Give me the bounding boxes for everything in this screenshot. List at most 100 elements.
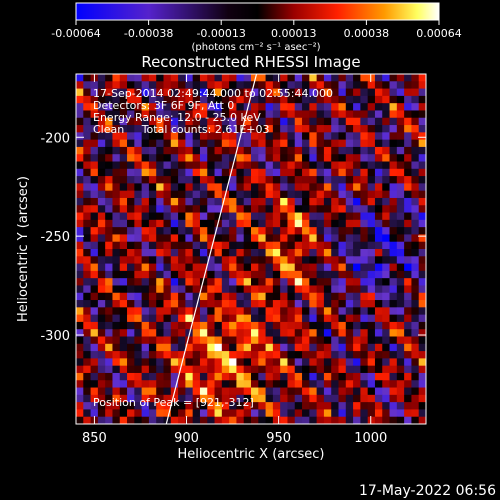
heatmap-pixel	[229, 205, 237, 213]
heatmap-pixel	[243, 409, 252, 418]
heatmap-pixel	[294, 249, 303, 257]
heatmap-pixel	[243, 168, 252, 177]
heatmap-pixel	[170, 241, 179, 250]
heatmap-pixel	[316, 387, 325, 396]
heatmap-pixel	[251, 343, 259, 352]
heatmap-pixel	[287, 285, 296, 294]
heatmap-pixel	[148, 365, 157, 374]
heatmap-pixel	[258, 321, 266, 330]
heatmap-pixel	[389, 241, 398, 250]
heatmap-pixel	[178, 394, 186, 403]
heatmap-pixel	[214, 372, 223, 381]
heatmap-pixel	[97, 336, 106, 345]
heatmap-pixel	[105, 380, 113, 388]
heatmap-pixel	[221, 380, 230, 388]
heatmap-pixel	[353, 380, 361, 388]
heatmap-pixel	[243, 74, 252, 82]
heatmap-pixel	[294, 212, 303, 221]
heatmap-pixel	[280, 197, 288, 206]
heatmap-pixel	[302, 95, 310, 104]
heatmap-pixel	[83, 154, 91, 162]
heatmap-pixel	[178, 190, 186, 199]
heatmap-pixel	[199, 329, 208, 337]
heatmap-pixel	[411, 292, 420, 301]
heatmap-pixel	[178, 365, 186, 374]
heatmap-pixel	[156, 183, 164, 192]
heatmap-pixel	[396, 285, 405, 294]
heatmap-pixel	[97, 234, 106, 243]
heatmap-pixel	[374, 168, 383, 177]
heatmap-pixel	[178, 292, 186, 301]
heatmap-pixel	[404, 154, 412, 162]
heatmap-pixel	[76, 190, 84, 199]
heatmap-pixel	[229, 372, 237, 381]
heatmap-pixel	[338, 365, 347, 374]
heatmap-pixel	[382, 81, 390, 89]
heatmap-pixel	[185, 409, 194, 418]
heatmap-pixel	[302, 81, 310, 89]
heatmap-pixel	[156, 205, 164, 213]
heatmap-pixel	[367, 176, 376, 184]
heatmap-pixel	[280, 227, 288, 235]
heatmap-pixel	[163, 285, 172, 294]
heatmap-pixel	[309, 95, 318, 104]
heatmap-pixel	[411, 183, 420, 192]
heatmap-pixel	[404, 88, 412, 97]
heatmap-pixel	[367, 278, 376, 286]
heatmap-pixel	[156, 249, 164, 257]
heatmap-pixel	[396, 351, 405, 359]
heatmap-pixel	[148, 249, 157, 257]
heatmap-pixel	[199, 263, 208, 272]
heatmap-pixel	[221, 176, 230, 184]
heatmap-pixel	[243, 336, 252, 345]
heatmap-pixel	[192, 329, 201, 337]
heatmap-pixel	[353, 314, 361, 323]
footer-date: 17-May-2022 06:56	[359, 483, 496, 499]
heatmap-pixel	[323, 88, 332, 97]
heatmap-pixel	[331, 219, 339, 228]
heatmap-pixel	[382, 300, 390, 308]
heatmap-pixel	[134, 394, 143, 403]
heatmap-pixel	[221, 125, 230, 133]
heatmap-pixel	[127, 321, 135, 330]
heatmap-pixel	[76, 81, 84, 89]
heatmap-pixel	[127, 161, 135, 170]
heatmap-pixel	[112, 74, 121, 82]
heatmap-pixel	[316, 351, 325, 359]
heatmap-pixel	[185, 146, 194, 155]
annotation-time-range: 17-Sep-2014 02:49:44.000 to 02:55:44.000	[93, 87, 333, 100]
heatmap-pixel	[214, 183, 223, 192]
heatmap-pixel	[199, 307, 208, 316]
heatmap-pixel	[243, 227, 252, 235]
heatmap-pixel	[287, 241, 296, 250]
heatmap-pixel	[411, 249, 420, 257]
heatmap-pixel	[323, 409, 332, 418]
heatmap-pixel	[353, 139, 361, 148]
heatmap-pixel	[134, 387, 143, 396]
heatmap-pixel	[302, 132, 310, 141]
heatmap-pixel	[156, 270, 164, 279]
heatmap-pixel	[396, 103, 405, 111]
heatmap-pixel	[192, 307, 201, 316]
heatmap-pixel	[105, 365, 113, 374]
heatmap-pixel	[323, 365, 332, 374]
heatmap-pixel	[207, 416, 215, 424]
heatmap-pixel	[214, 88, 223, 97]
heatmap-pixel	[192, 358, 201, 367]
heatmap-pixel	[331, 380, 339, 388]
heatmap-pixel	[418, 95, 426, 104]
heatmap-pixel	[302, 139, 310, 148]
heatmap-pixel	[382, 380, 390, 388]
heatmap-pixel	[243, 256, 252, 264]
heatmap-pixel	[323, 176, 332, 184]
heatmap-pixel	[243, 95, 252, 104]
heatmap-pixel	[309, 190, 318, 199]
heatmap-pixel	[127, 380, 135, 388]
heatmap-pixel	[97, 110, 106, 119]
heatmap-pixel	[367, 351, 376, 359]
heatmap-pixel	[309, 409, 318, 418]
heatmap-pixel	[418, 110, 426, 119]
heatmap-pixel	[309, 372, 318, 381]
heatmap-pixel	[389, 292, 398, 301]
heatmap-pixel	[170, 212, 179, 221]
